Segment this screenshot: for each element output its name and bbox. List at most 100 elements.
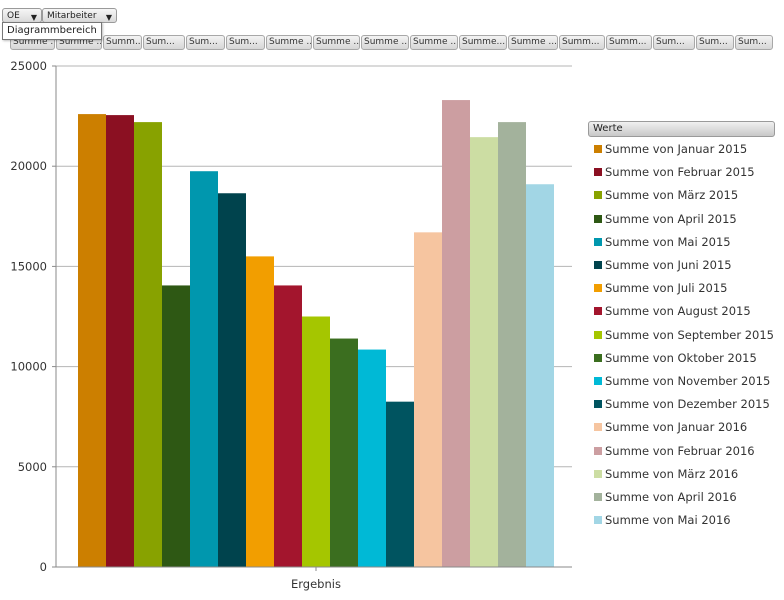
bar[interactable] xyxy=(470,137,498,567)
legend-swatch xyxy=(594,330,602,339)
bars xyxy=(78,100,554,568)
value-field-button[interactable]: Summe ... xyxy=(313,35,360,50)
bar[interactable] xyxy=(190,171,218,567)
bar[interactable] xyxy=(302,316,330,568)
legend-swatch xyxy=(594,261,602,269)
field-label: OE xyxy=(7,11,20,21)
legend-item[interactable]: Summe von Januar 2015 xyxy=(594,141,747,157)
y-axis: 0 5000 10000 15000 20000 25000 xyxy=(10,59,57,574)
bar[interactable] xyxy=(358,349,386,567)
value-field-button[interactable]: Sum... xyxy=(143,35,185,50)
y-tick-label: 0 xyxy=(40,560,47,574)
bar[interactable] xyxy=(386,401,414,567)
value-field-button[interactable]: Summe ... xyxy=(410,35,458,50)
bar[interactable] xyxy=(498,122,526,567)
value-field-button[interactable]: Summ... xyxy=(559,35,605,50)
y-tick-label: 25000 xyxy=(10,59,47,73)
legend-swatch xyxy=(594,353,602,362)
legend-item[interactable]: Summe von April 2015 xyxy=(594,211,737,227)
value-field-button[interactable]: Sum... xyxy=(226,35,265,50)
bar[interactable] xyxy=(526,184,554,567)
legend-item[interactable]: Summe von Februar 2016 xyxy=(594,443,755,459)
value-field-button[interactable]: Summe... xyxy=(459,35,507,50)
value-field-button[interactable]: Sum... xyxy=(696,35,734,50)
legend-label: Summe von März 2015 xyxy=(605,188,739,203)
legend-swatch xyxy=(594,469,602,478)
legend-label: Summe von Mai 2015 xyxy=(605,234,731,249)
legend-label: Summe von April 2015 xyxy=(605,211,737,226)
value-field-button[interactable]: Summ... xyxy=(606,35,652,50)
bar[interactable] xyxy=(274,285,302,567)
legend-swatch xyxy=(594,284,602,293)
bar[interactable] xyxy=(414,232,442,567)
bar[interactable] xyxy=(134,122,162,567)
dropdown-arrow-icon[interactable]: ▼ xyxy=(30,13,37,22)
value-field-button[interactable]: Sum... xyxy=(186,35,225,50)
legend-label: Summe von Juli 2015 xyxy=(605,281,728,296)
value-field-button[interactable]: Summ... xyxy=(103,35,142,50)
legend-swatch xyxy=(594,493,602,501)
legend-item[interactable]: Summe von Juni 2015 xyxy=(594,257,732,273)
legend-label: Summe von Mai 2016 xyxy=(605,513,731,528)
legend-swatch xyxy=(594,191,602,200)
value-field-button[interactable]: Sum... xyxy=(735,35,773,50)
legend-item[interactable]: Summe von Februar 2015 xyxy=(594,164,755,180)
legend-item[interactable]: Summe von März 2016 xyxy=(594,466,738,482)
bar[interactable] xyxy=(442,100,470,568)
y-tick-label: 10000 xyxy=(10,360,47,374)
legend-item[interactable]: Summe von Oktober 2015 xyxy=(594,350,757,366)
legend-title[interactable]: Werte xyxy=(588,121,775,137)
legend-label: Summe von Februar 2016 xyxy=(605,443,755,458)
legend-swatch xyxy=(594,168,602,177)
legend-item[interactable]: Summe von Januar 2016 xyxy=(594,419,747,435)
value-field-button[interactable]: Summe ... xyxy=(508,35,558,50)
legend-swatch xyxy=(594,307,602,316)
legend-swatch xyxy=(594,446,602,455)
legend-label: Summe von Januar 2016 xyxy=(605,420,748,435)
chart-area-tooltip: Diagrammbereich xyxy=(2,22,102,40)
bar[interactable] xyxy=(330,338,358,567)
value-field-button[interactable]: Summe ... xyxy=(361,35,409,50)
bar[interactable] xyxy=(218,193,246,567)
legend-label: Summe von Januar 2015 xyxy=(605,142,748,156)
legend-item[interactable]: Summe von September 2015 xyxy=(594,327,774,343)
legend-swatch xyxy=(594,237,602,246)
x-axis: Ergebnis xyxy=(56,566,572,591)
field-label: Mitarbeiter xyxy=(47,11,97,21)
legend-item[interactable]: Summe von April 2016 xyxy=(594,489,737,505)
legend-item[interactable]: Summe von März 2015 xyxy=(594,187,738,203)
legend-label: Summe von Februar 2015 xyxy=(605,165,755,180)
value-field-button[interactable]: Sum... xyxy=(653,35,695,50)
bar[interactable] xyxy=(246,256,274,567)
legend-label: Summe von Oktober 2015 xyxy=(605,350,757,365)
legend-item[interactable]: Summe von Juli 2015 xyxy=(594,280,728,296)
y-tick-label: 20000 xyxy=(10,159,47,173)
dropdown-arrow-icon[interactable]: ▼ xyxy=(105,13,112,22)
legend-swatch xyxy=(594,214,602,223)
legend-label: Summe von November 2015 xyxy=(605,374,771,388)
x-tick-label: Ergebnis xyxy=(291,577,341,591)
legend-item[interactable]: Summe von Mai 2016 xyxy=(594,512,731,528)
legend-label: Summe von Juni 2015 xyxy=(605,258,732,272)
legend-item[interactable]: Summe von Dezember 2015 xyxy=(594,396,770,412)
legend-label: Summe von April 2016 xyxy=(605,490,737,504)
y-tick-label: 15000 xyxy=(10,259,47,273)
bar[interactable] xyxy=(106,115,134,568)
legend-swatch xyxy=(594,377,602,385)
bar[interactable] xyxy=(162,285,190,567)
legend-item[interactable]: Summe von November 2015 xyxy=(594,373,770,389)
legend-swatch xyxy=(594,516,602,525)
legend-label: Summe von September 2015 xyxy=(605,327,774,342)
legend-label: Summe von Dezember 2015 xyxy=(605,397,770,412)
y-tick-label: 5000 xyxy=(18,460,47,474)
legend-label: Summe von August 2015 xyxy=(605,304,751,319)
legend-swatch xyxy=(594,400,602,409)
legend-item[interactable]: Summe von Mai 2015 xyxy=(594,234,731,250)
bar[interactable] xyxy=(78,114,106,567)
legend-item[interactable]: Summe von August 2015 xyxy=(594,303,751,319)
legend-swatch xyxy=(594,423,602,432)
legend-swatch xyxy=(594,145,602,153)
legend-label: Summe von März 2016 xyxy=(605,466,739,481)
value-field-button[interactable]: Summe ... xyxy=(266,35,312,50)
